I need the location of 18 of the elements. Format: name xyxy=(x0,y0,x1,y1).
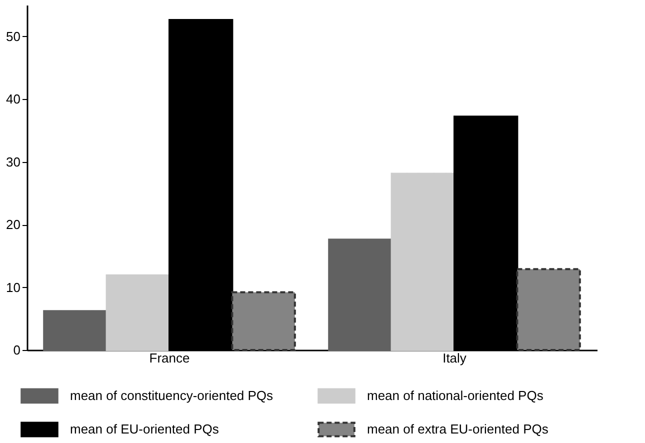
y-tick-label: 40 xyxy=(6,92,20,107)
y-tick-label: 0 xyxy=(13,342,20,358)
legend-label: mean of extra EU-oriented PQs xyxy=(367,422,549,436)
y-tick-label: 50 xyxy=(6,28,20,44)
bar xyxy=(106,274,170,351)
x-tick-label: France xyxy=(149,350,190,366)
bar xyxy=(328,238,393,351)
legend-label: mean of national-oriented PQs xyxy=(367,388,544,403)
x-tick-label: Italy xyxy=(442,350,467,366)
bar xyxy=(516,268,581,351)
bar xyxy=(390,172,456,351)
y-tick-label: 20 xyxy=(6,217,20,232)
legend-label: mean of EU-oriented PQs xyxy=(70,422,220,436)
y-tick-label: 30 xyxy=(6,154,20,170)
legend-label: mean of constituency-oriented PQs xyxy=(70,388,274,403)
y-tick-label: 10 xyxy=(6,280,20,295)
bar xyxy=(231,291,296,351)
bar xyxy=(43,310,108,351)
